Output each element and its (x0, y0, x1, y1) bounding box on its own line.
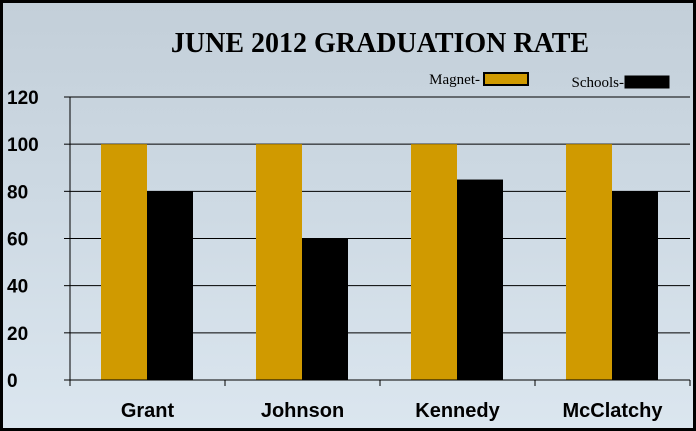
y-tick-label: 100 (7, 135, 39, 156)
bar-kennedy-schools (457, 179, 503, 380)
chart-title: JUNE 2012 GRADUATION RATE (171, 28, 589, 59)
legend: Magnet- Schools- (429, 72, 670, 91)
x-axis-labels: Grant Johnson Kennedy McClatchy (121, 400, 664, 422)
y-tick-label: 20 (7, 324, 28, 345)
axes (69, 97, 691, 386)
bar-johnson-schools (302, 238, 348, 380)
y-tick-label: 0 (7, 371, 18, 392)
x-label-kennedy: Kennedy (415, 400, 500, 422)
bar-mcclatchy-schools (612, 191, 658, 380)
x-label-grant: Grant (121, 400, 175, 422)
y-tick-label: 40 (7, 277, 28, 298)
y-tick-label: 60 (7, 230, 28, 251)
bar-grant-magnet (101, 144, 147, 380)
legend-label-schools: Schools- (572, 75, 625, 91)
bar-kennedy-magnet (411, 144, 457, 380)
legend-swatch-magnet (483, 72, 529, 86)
x-label-mcclatchy: McClatchy (562, 400, 663, 422)
bar-johnson-magnet (256, 144, 302, 380)
legend-swatch-schools (624, 75, 670, 89)
bar-mcclatchy-magnet (566, 144, 612, 380)
y-tick-label: 120 (7, 88, 39, 109)
x-label-johnson: Johnson (261, 400, 344, 422)
bars (101, 144, 658, 380)
y-axis-ticks: 0 20 40 60 80 100 120 (7, 88, 70, 392)
legend-label-magnet: Magnet- (429, 72, 480, 88)
bar-grant-schools (147, 191, 193, 380)
y-tick-label: 80 (7, 182, 28, 203)
